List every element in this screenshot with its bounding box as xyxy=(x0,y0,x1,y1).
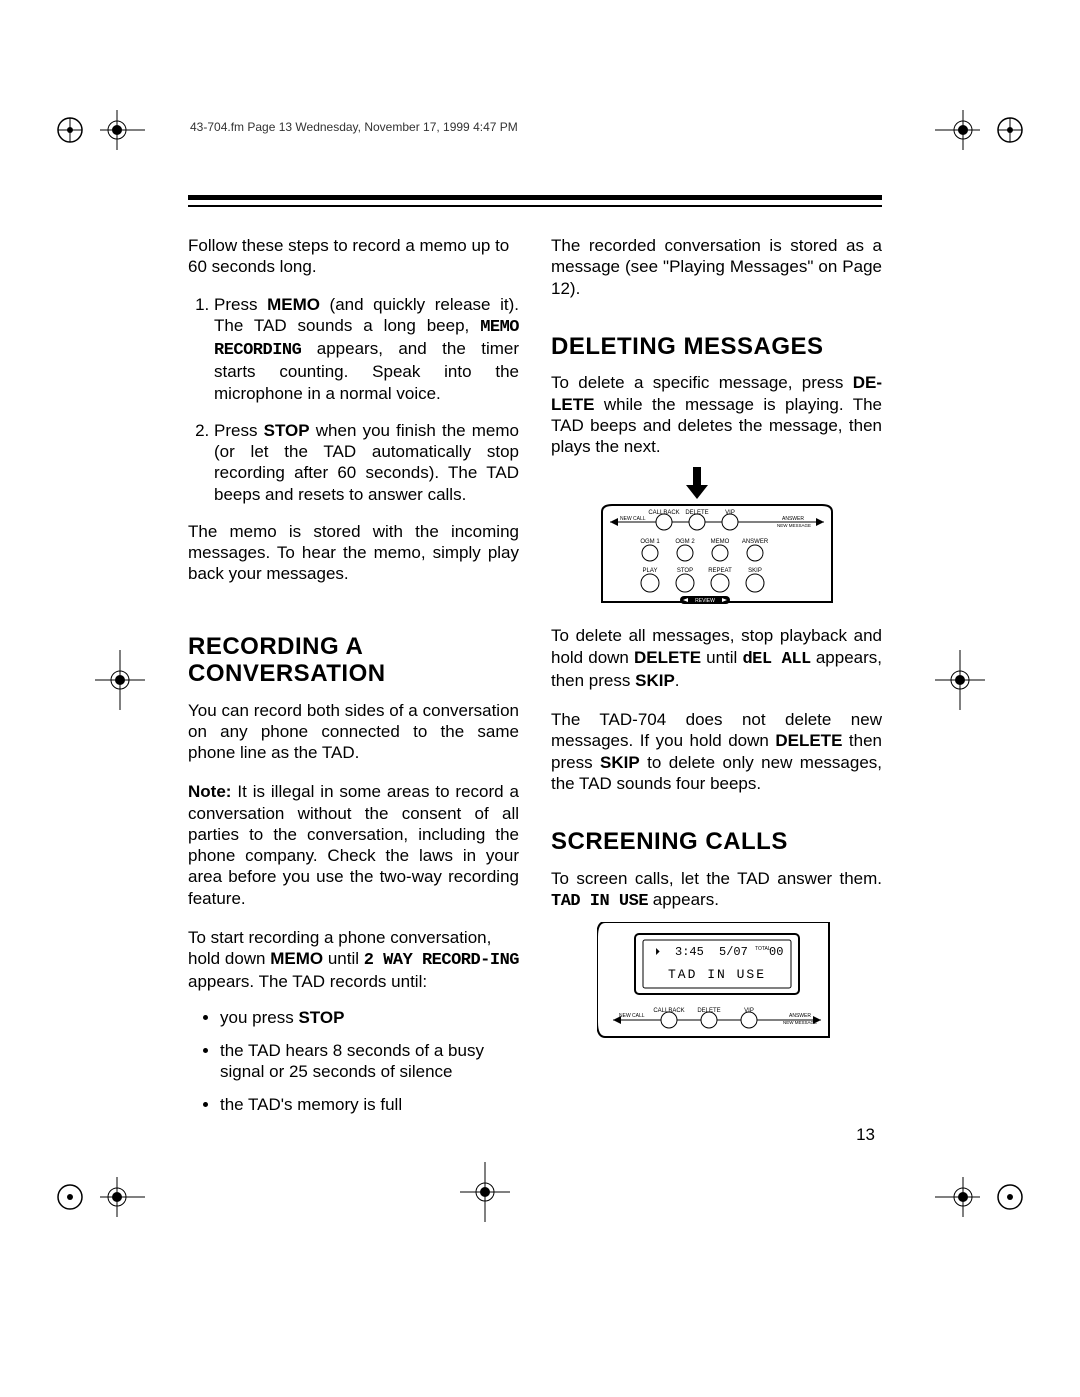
svg-text:MEMO: MEMO xyxy=(710,539,729,545)
memo-intro: Follow these steps to record a memo up t… xyxy=(188,235,519,278)
svg-text:ANSWER: ANSWER xyxy=(741,539,768,545)
svg-text:TAD IN USE: TAD IN USE xyxy=(667,967,765,982)
top-rule-heavy xyxy=(188,195,882,200)
cropmark-tr xyxy=(935,105,1025,155)
arrow-down-icon xyxy=(686,467,708,499)
cropmark-ml xyxy=(95,650,145,710)
stored-as-message: The recorded conversation is stored as a… xyxy=(551,235,882,299)
heading-recording: RECORDING A CONVERSATION xyxy=(188,633,519,688)
svg-text:ANSWER: ANSWER xyxy=(789,1013,811,1019)
svg-text:⏵: ⏵ xyxy=(655,948,660,959)
svg-text:NEW MESSAGE: NEW MESSAGE xyxy=(783,1020,817,1025)
svg-text:3:45: 3:45 xyxy=(675,945,704,959)
left-column: Follow these steps to record a memo up t… xyxy=(188,235,519,1128)
list-item: you press STOP xyxy=(220,1007,519,1028)
svg-text:OGM 2: OGM 2 xyxy=(675,539,695,545)
svg-text:REVIEW: REVIEW xyxy=(695,598,715,604)
cropmark-tl xyxy=(55,105,145,155)
lcd-display-panel: ⏵ 3:45 5/07 TOTAL 00 TAD IN USE NEW CALL… xyxy=(597,922,837,1042)
recording-note: Note: It is illegal in some areas to rec… xyxy=(188,781,519,909)
list-item: the TAD hears 8 seconds of a busy signal… xyxy=(220,1040,519,1083)
memo-stored: The memo is stored with the incoming mes… xyxy=(188,521,519,585)
content-columns: Follow these steps to record a memo up t… xyxy=(188,235,882,1128)
svg-text:NEW CALL: NEW CALL xyxy=(619,1013,645,1019)
svg-text:NEW CALL: NEW CALL xyxy=(620,516,646,522)
page: 43-704.fm Page 13 Wednesday, November 17… xyxy=(0,0,1080,1397)
delete-all: To delete all messages, stop playback an… xyxy=(551,625,882,691)
svg-text:OGM 1: OGM 1 xyxy=(640,539,660,545)
cropmark-bl xyxy=(55,1172,145,1222)
recording-start: To start recording a phone conversation,… xyxy=(188,927,519,993)
svg-text:STOP: STOP xyxy=(676,568,692,574)
memo-step-2: Press STOP when you finish the memo (or … xyxy=(214,420,519,505)
svg-text:NEW MESSAGE: NEW MESSAGE xyxy=(777,523,811,528)
svg-text:SKIP: SKIP xyxy=(748,568,762,574)
delete-specific: To delete a specific message, press DE-L… xyxy=(551,372,882,457)
cropmark-bc xyxy=(460,1162,510,1222)
recording-until-list: you press STOP the TAD hears 8 seconds o… xyxy=(188,1007,519,1116)
device-button-panel: CALLBACK DELETE VIP NEW CALL ANSWER NEW … xyxy=(582,467,852,607)
screening-p1: To screen calls, let the TAD answer them… xyxy=(551,868,882,913)
right-column: The recorded conversation is stored as a… xyxy=(551,235,882,1128)
heading-deleting: DELETING MESSAGES xyxy=(551,333,882,361)
list-item: the TAD's memory is full xyxy=(220,1094,519,1115)
svg-text:ANSWER: ANSWER xyxy=(782,516,804,522)
delete-new-note: The TAD-704 does not delete new messages… xyxy=(551,709,882,794)
heading-screening: SCREENING CALLS xyxy=(551,828,882,856)
svg-text:PLAY: PLAY xyxy=(642,568,657,574)
svg-text:REPEAT: REPEAT xyxy=(708,568,732,574)
page-number: 13 xyxy=(856,1125,875,1145)
recording-p1: You can record both sides of a conversat… xyxy=(188,700,519,764)
cropmark-br xyxy=(935,1172,1025,1222)
svg-text:00: 00 xyxy=(769,945,783,959)
print-header: 43-704.fm Page 13 Wednesday, November 17… xyxy=(190,120,518,134)
top-rule-thin xyxy=(188,205,882,207)
memo-steps: Press MEMO (and quickly release it). The… xyxy=(188,294,519,505)
svg-text:5/07: 5/07 xyxy=(719,945,748,959)
cropmark-mr xyxy=(935,650,985,710)
memo-step-1: Press MEMO (and quickly release it). The… xyxy=(214,294,519,404)
